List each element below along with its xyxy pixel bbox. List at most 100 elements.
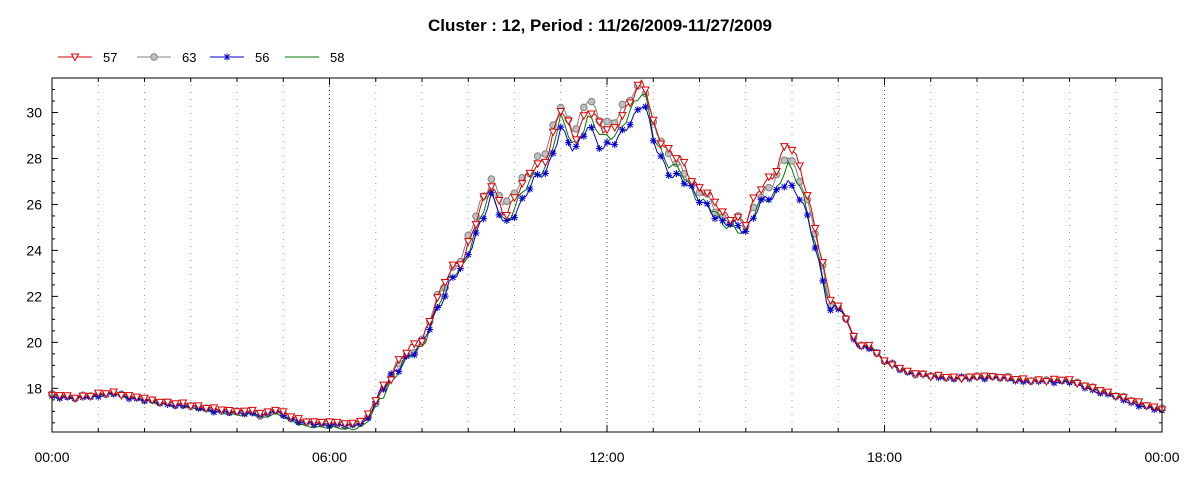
legend-item: 56: [210, 50, 269, 65]
data-point: [910, 370, 920, 379]
data-point: [387, 370, 395, 378]
data-point: [395, 368, 403, 376]
data-point: [533, 160, 542, 169]
data-point: [719, 217, 727, 225]
data-point: [456, 261, 465, 270]
data-point: [1111, 393, 1121, 402]
data-point: [147, 396, 157, 405]
data-point: [803, 211, 811, 219]
data-point: [278, 408, 288, 417]
data-point: [819, 277, 827, 285]
y-tick-label: 26: [26, 196, 42, 212]
data-point: [625, 99, 635, 108]
data-point: [494, 196, 504, 205]
data-point: [410, 351, 418, 359]
data-point: [271, 406, 280, 415]
data-point: [749, 214, 757, 222]
data-point: [556, 107, 566, 117]
data-point: [742, 227, 750, 235]
data-point: [487, 183, 496, 192]
data-point: [718, 208, 727, 217]
data-point: [1011, 376, 1020, 385]
data-point: [903, 367, 912, 376]
data-point: [117, 391, 126, 401]
data-point: [988, 373, 997, 382]
data-point: [132, 393, 142, 402]
data-point: [657, 152, 665, 160]
data-point: [634, 106, 642, 114]
data-point: [780, 156, 789, 165]
legend-item: 58: [285, 50, 344, 65]
legend-label: 58: [330, 50, 344, 65]
data-point: [580, 103, 588, 112]
data-point: [1026, 377, 1036, 386]
data-point: [557, 123, 565, 131]
chart-title: Cluster : 12, Period : 11/26/2009-11/27/…: [428, 16, 772, 35]
legend-item: 63: [137, 50, 196, 65]
data-point: [511, 214, 518, 222]
data-point: [880, 357, 889, 366]
data-point: [826, 296, 835, 305]
data-point: [680, 180, 688, 188]
data-point: [572, 142, 580, 150]
data-point: [926, 373, 936, 382]
data-point: [1088, 384, 1097, 393]
data-point: [332, 418, 342, 427]
data-point: [440, 278, 450, 288]
data-point: [495, 211, 503, 219]
data-point: [564, 139, 572, 147]
data-point: [534, 170, 542, 178]
legend-label: 63: [182, 50, 196, 65]
data-point: [217, 406, 226, 415]
data-point: [371, 397, 381, 406]
data-point: [564, 117, 573, 126]
data-point: [695, 184, 704, 193]
data-point: [772, 168, 781, 177]
data-point: [780, 183, 788, 191]
data-point: [733, 213, 743, 222]
data-point: [618, 126, 626, 134]
data-point: [642, 103, 650, 111]
data-point: [887, 361, 897, 370]
data-point: [1149, 403, 1159, 412]
data-point: [433, 294, 442, 303]
y-tick-label: 18: [26, 380, 42, 396]
data-point: [240, 407, 250, 416]
data-point: [687, 178, 697, 187]
data-point: [603, 138, 611, 146]
data-point: [379, 381, 388, 390]
x-tick-label: 00:00: [34, 449, 69, 465]
data-point: [1042, 378, 1051, 387]
x-tick-label: 12:00: [589, 449, 624, 465]
data-point: [448, 261, 458, 270]
data-point: [811, 244, 819, 252]
y-tick-label: 20: [26, 334, 42, 350]
data-point: [1119, 393, 1128, 402]
data-point: [170, 400, 180, 409]
data-point: [503, 216, 511, 224]
data-point: [340, 420, 350, 429]
data-point: [757, 196, 765, 204]
data-point: [86, 392, 95, 401]
data-point: [526, 185, 534, 193]
data-point: [602, 126, 612, 135]
data-point: [818, 259, 828, 268]
data-point: [150, 53, 158, 61]
legend: 57 63 56 58: [58, 50, 344, 65]
data-point: [872, 349, 882, 359]
data-point: [710, 198, 720, 207]
data-point: [764, 173, 774, 182]
data-point: [849, 333, 859, 342]
data-point: [779, 143, 789, 152]
series-57: [47, 79, 1167, 429]
data-point: [325, 418, 334, 427]
data-point: [611, 141, 619, 149]
data-point: [796, 196, 804, 204]
data-point: [294, 415, 304, 424]
data-point: [548, 128, 558, 137]
data-point: [101, 390, 111, 399]
data-point: [525, 169, 535, 178]
data-point: [302, 418, 311, 427]
data-point: [672, 170, 680, 178]
y-tick-label: 28: [26, 150, 42, 166]
